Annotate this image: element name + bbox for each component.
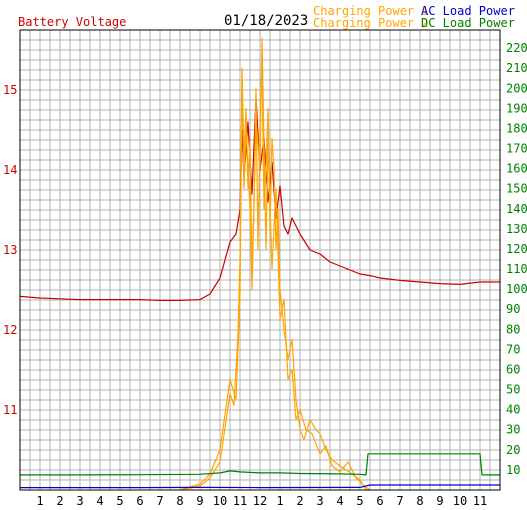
legend-charging-power-1: Charging Power 1 (313, 4, 429, 18)
x-tick-label: 6 (136, 494, 143, 508)
right-tick-label: 90 (506, 302, 520, 316)
legend-ac-load-power: AC Load Power (421, 4, 515, 18)
right-axis-ticks: 10 20 30 40 50 60 70 80 90 100 110 120 130 140 150 160 1… (506, 41, 527, 477)
series-ac-load-power (20, 484, 500, 489)
x-tick-label: 5 (356, 494, 363, 508)
x-tick-label: 4 (336, 494, 343, 508)
right-tick-label: 50 (506, 383, 520, 397)
legend-dc-load-power: DC Load Power (421, 16, 515, 30)
x-tick-label: 11 (233, 494, 247, 508)
left-tick-label: 15 (3, 83, 17, 97)
series-lines (19, 37, 500, 491)
left-tick-label: 12 (3, 323, 17, 337)
right-tick-label: 70 (506, 342, 520, 356)
x-tick-label: 1 (276, 494, 283, 508)
x-tick-label: 8 (416, 494, 423, 508)
x-tick-label: 3 (316, 494, 323, 508)
series-dc-load-power (20, 453, 500, 476)
x-tick-label: 11 (473, 494, 487, 508)
x-tick-label: 4 (96, 494, 103, 508)
right-tick-label: 20 (506, 443, 520, 457)
x-tick-label: 8 (176, 494, 183, 508)
right-tick-label: 100 (506, 282, 527, 296)
right-tick-label: 170 (506, 142, 527, 156)
right-tick-label: 220 (506, 41, 527, 55)
series-charging-power-2 (179, 37, 371, 491)
right-tick-label: 150 (506, 182, 527, 196)
x-tick-label: 10 (213, 494, 227, 508)
x-tick-label: 9 (436, 494, 443, 508)
right-tick-label: 160 (506, 162, 527, 176)
right-tick-label: 110 (506, 262, 527, 276)
series-battery-voltage (19, 97, 500, 301)
right-tick-label: 40 (506, 403, 520, 417)
x-tick-label: 7 (156, 494, 163, 508)
left-tick-label: 14 (3, 163, 17, 177)
right-tick-label: 140 (506, 202, 527, 216)
x-tick-label: 2 (296, 494, 303, 508)
left-axis-title: Battery Voltage (18, 15, 126, 29)
x-tick-label: 2 (56, 494, 63, 508)
right-tick-label: 180 (506, 121, 527, 135)
x-tick-label: 1 (36, 494, 43, 508)
legend-charging-power-2: Charging Power 2 (313, 16, 429, 30)
x-tick-label: 6 (376, 494, 383, 508)
x-axis-ticks: 1 2 3 4 5 6 7 8 9 10 11 12 1 2 3 4 5 6 7 8 9 10 11 (36, 494, 487, 508)
x-tick-label: 3 (76, 494, 83, 508)
x-tick-label: 5 (116, 494, 123, 508)
grid (19, 29, 501, 491)
left-axis-ticks: 11 12 13 14 15 (3, 83, 17, 417)
right-tick-label: 80 (506, 322, 520, 336)
right-tick-label: 200 (506, 81, 527, 95)
left-tick-label: 11 (3, 403, 17, 417)
x-tick-label: 7 (396, 494, 403, 508)
right-tick-label: 120 (506, 242, 527, 256)
right-tick-label: 190 (506, 101, 527, 115)
series-charging-power-1 (179, 57, 370, 491)
left-tick-label: 13 (3, 243, 17, 257)
chart-date: 01/18/2023 (224, 13, 308, 29)
x-tick-label: 12 (253, 494, 267, 508)
right-tick-label: 130 (506, 222, 527, 236)
plot-frame (19, 29, 501, 491)
right-tick-label: 210 (506, 61, 527, 75)
right-tick-label: 10 (506, 463, 520, 477)
x-tick-label: 10 (453, 494, 467, 508)
right-tick-label: 60 (506, 362, 520, 376)
right-tick-label: 30 (506, 423, 520, 437)
x-tick-label: 9 (196, 494, 203, 508)
